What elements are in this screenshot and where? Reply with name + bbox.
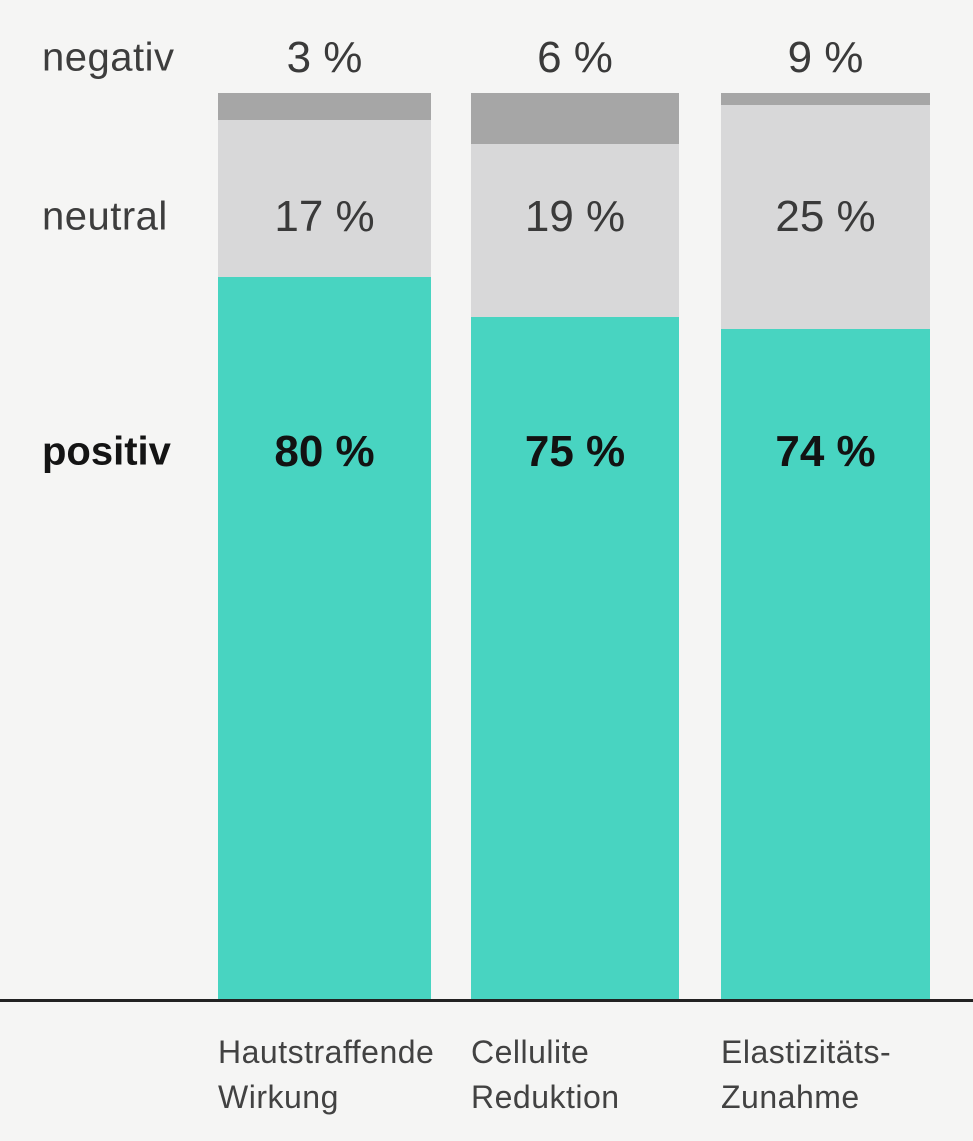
category-line: Wirkung	[218, 1079, 339, 1115]
value-label-negativ-bar1: 3 %	[286, 33, 363, 82]
bar-cellulite-reduktion	[471, 93, 679, 1000]
segment-neutral	[721, 105, 930, 329]
legend-label-positiv: positiv	[42, 429, 171, 474]
legend-label-negativ: negativ	[42, 35, 175, 80]
segment-negativ	[471, 93, 679, 144]
value-label-neutral-bar2: 19 %	[524, 192, 626, 241]
segment-positiv	[218, 277, 431, 1000]
category-label-elastizitaets-zunahme: Elastizitäts- Zunahme	[721, 1030, 891, 1120]
x-axis-line	[0, 999, 973, 1002]
segment-negativ	[218, 93, 431, 120]
category-line: Reduktion	[471, 1079, 620, 1115]
category-label-hautstraffende-wirkung: Hautstraffende Wirkung	[218, 1030, 434, 1120]
segment-positiv	[721, 329, 930, 1000]
value-label-negativ-bar2: 6 %	[537, 33, 613, 82]
segment-negativ	[721, 93, 930, 105]
value-label-neutral-bar1: 17 %	[274, 192, 375, 241]
bar-hautstraffende-wirkung	[218, 93, 431, 1000]
category-line: Hautstraffende	[218, 1034, 435, 1070]
segment-neutral	[471, 144, 679, 317]
value-label-positiv-bar3: 74 %	[775, 427, 876, 476]
value-label-negativ-bar3: 9 %	[787, 33, 864, 82]
category-line: Cellulite	[471, 1034, 590, 1070]
value-label-positiv-bar1: 80 %	[274, 427, 375, 476]
category-line: Zunahme	[721, 1079, 860, 1115]
segment-positiv	[471, 317, 679, 1000]
category-line: Elastizitäts-	[721, 1034, 892, 1070]
value-label-neutral-bar3: 25 %	[775, 192, 876, 241]
legend-label-neutral: neutral	[42, 194, 168, 239]
category-label-cellulite-reduktion: Cellulite Reduktion	[471, 1030, 620, 1120]
segment-neutral	[218, 120, 431, 277]
bar-elastizitaets-zunahme	[721, 93, 930, 1000]
value-label-positiv-bar2: 75 %	[524, 427, 626, 476]
